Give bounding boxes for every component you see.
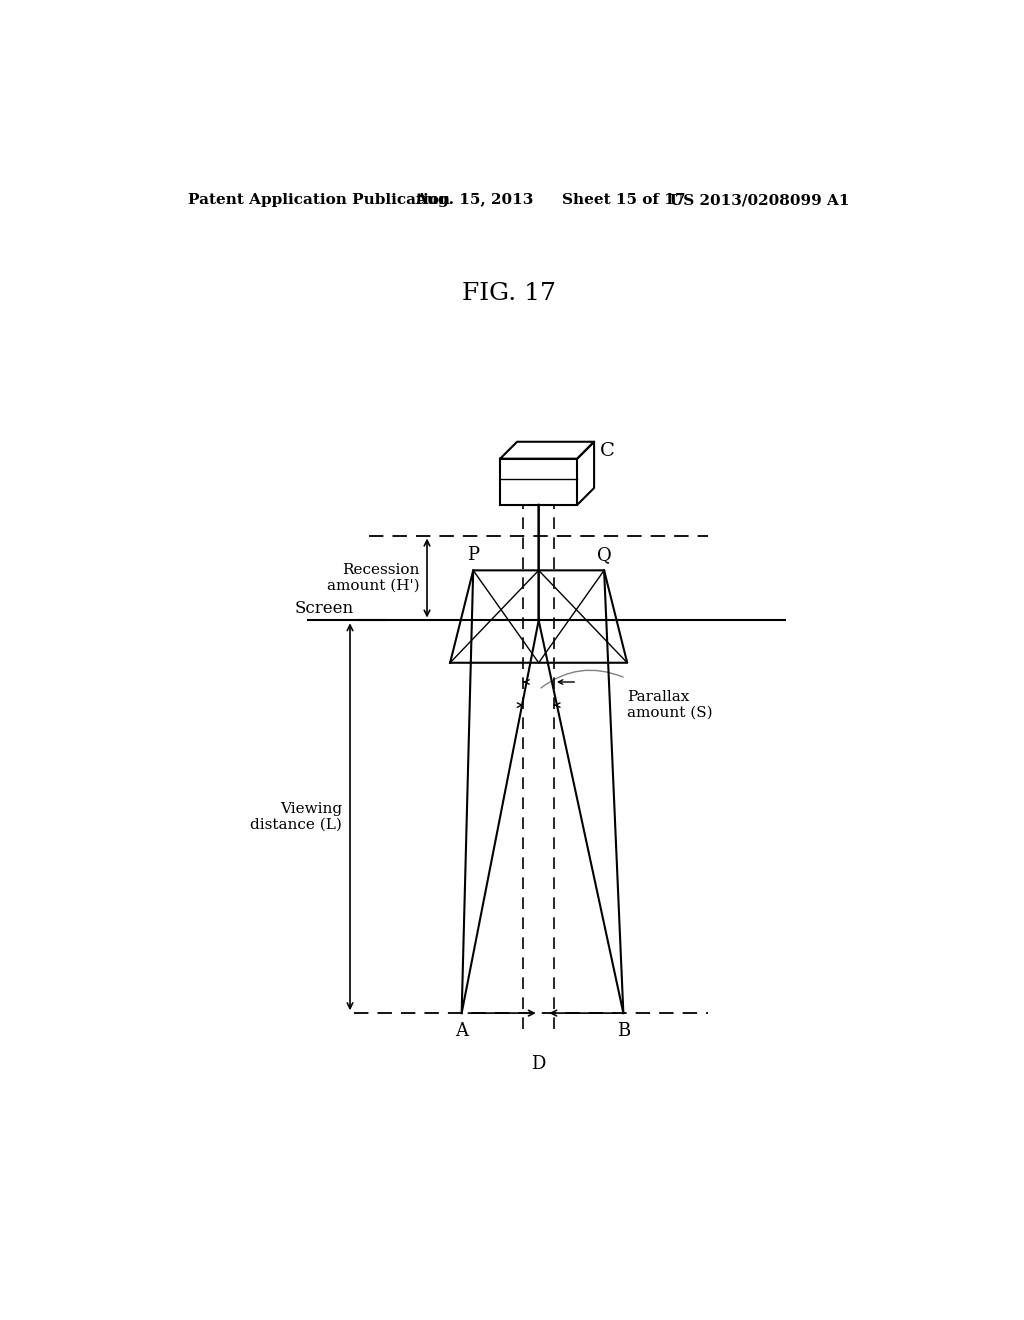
Text: Aug. 15, 2013: Aug. 15, 2013 (416, 193, 534, 207)
Text: Patent Application Publication: Patent Application Publication (188, 193, 451, 207)
Text: D: D (531, 1056, 546, 1073)
Text: Q: Q (597, 546, 611, 564)
Text: Recession
amount (H'): Recession amount (H') (327, 562, 419, 593)
FancyArrowPatch shape (541, 671, 624, 688)
Text: P: P (467, 546, 479, 564)
Text: Screen: Screen (295, 601, 354, 618)
Text: Viewing
distance (L): Viewing distance (L) (251, 801, 342, 832)
Text: FIG. 17: FIG. 17 (462, 281, 556, 305)
Text: US 2013/0208099 A1: US 2013/0208099 A1 (670, 193, 849, 207)
Text: Sheet 15 of 17: Sheet 15 of 17 (562, 193, 685, 207)
Text: A: A (455, 1022, 468, 1040)
Text: B: B (616, 1022, 630, 1040)
Text: C: C (600, 442, 615, 459)
Text: Parallax
amount (S): Parallax amount (S) (628, 689, 713, 719)
